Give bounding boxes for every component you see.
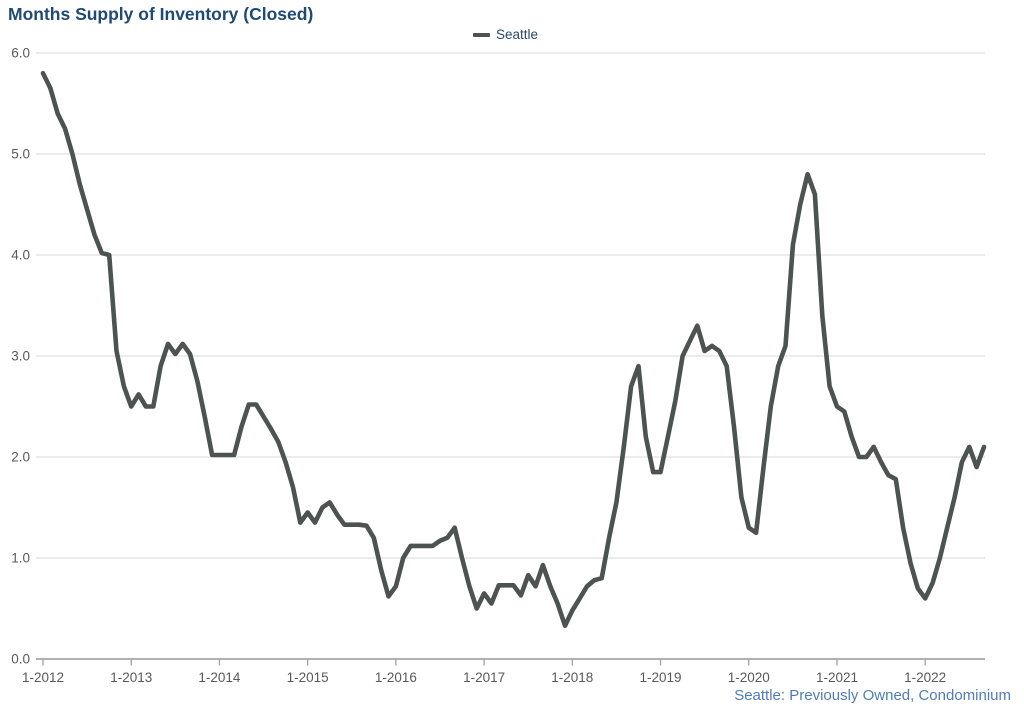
x-tick-label: 1-2022	[904, 670, 946, 685]
y-tick-label: 0.0	[11, 652, 30, 667]
legend-line-swatch	[473, 32, 490, 37]
x-tick-label: 1-2016	[375, 670, 417, 685]
series-line-seattle	[40, 70, 987, 628]
x-tick-label: 1-2015	[287, 670, 329, 685]
x-tick-label: 1-2014	[198, 670, 241, 685]
x-tick-label: 1-2013	[110, 670, 152, 685]
y-tick-label: 4.0	[11, 248, 30, 263]
legend-label-seattle: Seattle	[496, 27, 539, 42]
y-tick-label: 6.0	[11, 46, 30, 61]
x-tick-label: 1-2017	[463, 670, 505, 685]
x-tick-label: 1-2012	[22, 670, 64, 685]
x-tick-label: 1-2020	[728, 670, 770, 685]
y-tick-label: 1.0	[11, 551, 30, 566]
source-caption: Seattle: Previously Owned, Condominium	[734, 687, 1011, 704]
legend: Seattle	[473, 27, 538, 42]
y-tick-label: 2.0	[11, 450, 30, 465]
x-tick-label: 1-2018	[551, 670, 593, 685]
chart-title: Months Supply of Inventory (Closed)	[8, 4, 314, 24]
y-tick-label: 3.0	[11, 349, 30, 364]
y-tick-label: 5.0	[11, 147, 30, 162]
x-tick-label: 1-2021	[816, 670, 858, 685]
x-tick-label: 1-2019	[640, 670, 682, 685]
